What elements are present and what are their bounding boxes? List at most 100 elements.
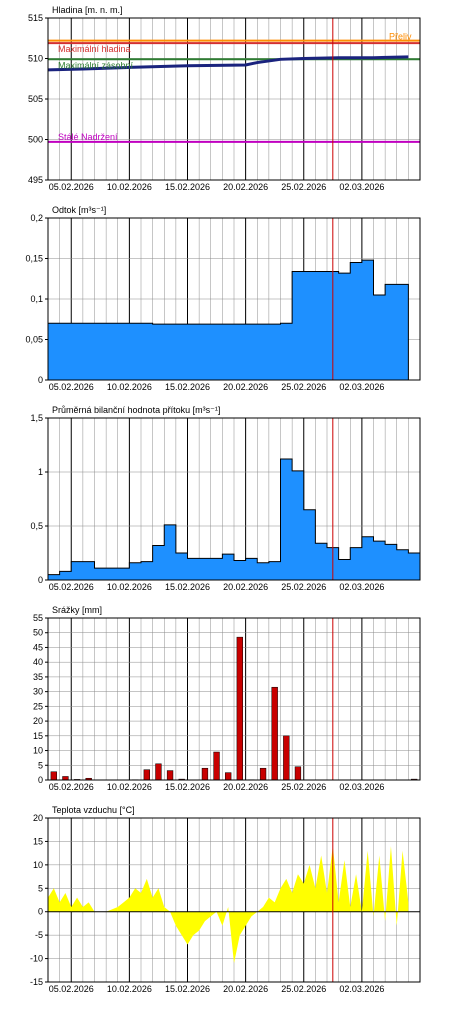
x-tick-label: 02.03.2026 [339,984,384,994]
x-tick-label: 10.02.2026 [107,382,152,392]
x-tick-label: 10.02.2026 [107,182,152,192]
y-tick-label: 0,2 [30,213,43,223]
rain-bar [166,770,174,781]
rain-bar [271,686,278,781]
x-tick-label: 02.03.2026 [339,182,384,192]
y-tick-label: 0,5 [30,521,43,531]
y-tick-label: 500 [28,135,43,145]
x-tick-label: 02.03.2026 [339,582,384,592]
plot-frame [47,617,421,781]
x-tick-label: 20.02.2026 [223,582,268,592]
x-tick-label: 25.02.2026 [281,582,326,592]
y-tick-label: 0 [38,375,43,385]
y-tick-label: 510 [28,54,43,64]
flow-area [47,259,409,381]
x-tick-label: 05.02.2026 [49,382,94,392]
y-tick-label: 505 [28,94,43,104]
y-tick-label: 1,5 [30,413,43,423]
plot-frame [47,817,421,983]
rain-bar [283,735,290,781]
x-tick-label: 25.02.2026 [281,782,326,792]
x-tick-label: 05.02.2026 [49,984,94,994]
y-tick-label: 15 [33,836,43,846]
plot-frame [47,417,421,581]
y-tick-label: 10 [33,860,43,870]
y-tick-label: 1 [38,467,43,477]
x-tick-label: 05.02.2026 [49,582,94,592]
y-tick-label: 20 [33,716,43,726]
y-tick-label: 55 [33,613,43,623]
y-tick-label: 0 [38,775,43,785]
rain-bar [50,771,57,781]
panel-title: Odtok [m³s⁻¹] [52,205,106,215]
flow-area [47,458,421,581]
x-tick-label: 20.02.2026 [223,782,268,792]
x-tick-label: 02.03.2026 [339,782,384,792]
x-tick-label: 20.02.2026 [223,382,268,392]
x-tick-label: 15.02.2026 [165,984,210,994]
x-tick-label: 15.02.2026 [165,582,210,592]
rain-bar [201,767,209,781]
rain-bar [236,636,243,781]
panel-title: Hladina [m. n. m.] [52,5,123,15]
x-tick-label: 10.02.2026 [107,782,152,792]
x-tick-label: 05.02.2026 [49,182,94,192]
x-tick-label: 15.02.2026 [165,782,210,792]
x-tick-label: 15.02.2026 [165,382,210,392]
x-tick-label: 20.02.2026 [223,984,268,994]
y-tick-label: 35 [33,672,43,682]
panel-2 [45,417,421,581]
rain-bar [213,751,220,781]
x-tick-label: 05.02.2026 [49,782,94,792]
x-tick-label: 15.02.2026 [165,182,210,192]
temperature-area [48,846,409,964]
x-tick-label: 25.02.2026 [281,984,326,994]
rain-bar [155,763,162,781]
rain-bar [294,766,302,781]
y-tick-label: 0,1 [30,294,43,304]
y-tick-label: 5 [38,760,43,770]
y-tick-label: 5 [38,883,43,893]
panel-title: Průměrná bilanční hodnota přítoku [m³s⁻¹… [52,405,220,415]
y-tick-label: 0,05 [25,335,43,345]
y-tick-label: 0 [38,907,43,917]
y-tick-label: -15 [30,977,43,987]
reference-label: Maximální zásobní [58,60,134,70]
level-line [47,55,409,72]
y-tick-label: 0 [38,575,43,585]
x-tick-label: 10.02.2026 [107,984,152,994]
x-tick-label: 20.02.2026 [223,182,268,192]
y-tick-label: 20 [33,813,43,823]
panel-title: Srážky [mm] [52,605,102,615]
y-tick-label: -5 [35,930,43,940]
reference-label: Stálé Nadržení [58,132,118,142]
y-tick-label: 15 [33,731,43,741]
y-tick-label: 0,15 [25,254,43,264]
rain-bar [143,769,150,781]
y-tick-label: 45 [33,642,43,652]
y-tick-label: 10 [33,746,43,756]
panel-4 [45,817,421,983]
rain-bar [62,776,69,781]
reference-label: Přeliv [389,32,412,42]
x-tick-label: 25.02.2026 [281,182,326,192]
panel-0 [45,17,421,181]
rain-bar [225,772,232,781]
panel-3 [45,617,421,781]
y-tick-label: 50 [33,628,43,638]
y-tick-label: 40 [33,657,43,667]
y-tick-label: 25 [33,701,43,711]
y-tick-label: 30 [33,687,43,697]
rain-bar [259,767,267,781]
panel-1 [45,217,421,381]
x-tick-label: 25.02.2026 [281,382,326,392]
x-tick-label: 10.02.2026 [107,582,152,592]
y-tick-label: 495 [28,175,43,185]
panel-title: Teplota vzduchu [°C] [52,805,135,815]
x-tick-label: 02.03.2026 [339,382,384,392]
y-tick-label: -10 [30,954,43,964]
y-tick-label: 515 [28,13,43,23]
reference-label: Maximální hladina [58,44,131,54]
